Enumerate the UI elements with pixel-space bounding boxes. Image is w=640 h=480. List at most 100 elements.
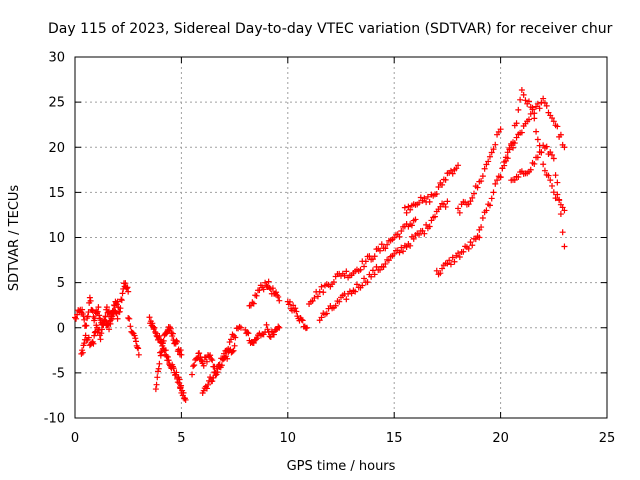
- data-point: [177, 347, 184, 354]
- data-point: [228, 336, 235, 343]
- data-point: [426, 223, 433, 230]
- data-point: [423, 221, 430, 228]
- data-point: [260, 286, 267, 293]
- data-point: [265, 278, 272, 285]
- data-point: [534, 136, 541, 143]
- data-point: [453, 165, 460, 172]
- data-point: [212, 369, 219, 376]
- data-point: [554, 179, 561, 186]
- data-point: [549, 182, 556, 189]
- data-point: [149, 320, 156, 327]
- data-point: [510, 144, 517, 151]
- data-point: [433, 190, 440, 197]
- data-point: [442, 176, 449, 183]
- data-point: [371, 253, 378, 260]
- data-point: [135, 351, 142, 358]
- data-point: [208, 355, 215, 362]
- data-point: [479, 215, 486, 222]
- data-point: [455, 250, 462, 257]
- data-point: [417, 194, 424, 201]
- data-point: [170, 365, 177, 372]
- data-point: [540, 95, 547, 102]
- data-point: [249, 299, 256, 306]
- data-point: [451, 258, 458, 265]
- data-point: [229, 331, 236, 338]
- data-point: [286, 298, 293, 305]
- data-point: [416, 231, 423, 238]
- data-point: [151, 324, 158, 331]
- data-point: [527, 166, 534, 173]
- data-point: [478, 178, 485, 185]
- data-point: [444, 198, 451, 205]
- data-point: [102, 313, 109, 320]
- data-point: [79, 349, 86, 356]
- data-point: [483, 161, 490, 168]
- data-point: [123, 285, 130, 292]
- data-point: [117, 305, 124, 312]
- data-point: [203, 385, 210, 392]
- data-point: [371, 271, 378, 278]
- data-point: [552, 195, 559, 202]
- data-point: [159, 342, 166, 349]
- data-point: [533, 128, 540, 135]
- data-point: [511, 140, 518, 147]
- data-point: [200, 362, 207, 369]
- data-point: [490, 189, 497, 196]
- data-point: [437, 203, 444, 210]
- data-point: [253, 335, 260, 342]
- data-point: [426, 198, 433, 205]
- data-point: [318, 283, 325, 290]
- data-point: [216, 363, 223, 370]
- data-point: [552, 172, 559, 179]
- data-point: [82, 332, 89, 339]
- data-point: [439, 265, 446, 272]
- data-point: [492, 180, 499, 187]
- data-point: [180, 389, 187, 396]
- data-point: [543, 143, 550, 150]
- data-point: [343, 296, 350, 303]
- data-point: [154, 368, 161, 375]
- data-point: [134, 344, 141, 351]
- data-point: [268, 328, 275, 335]
- data-point: [377, 247, 384, 254]
- data-point: [85, 334, 92, 341]
- data-point: [118, 297, 125, 304]
- data-point: [293, 308, 300, 315]
- data-point: [396, 233, 403, 240]
- data-point: [515, 106, 522, 113]
- data-point: [323, 310, 330, 317]
- data-point: [382, 260, 389, 267]
- data-point: [391, 250, 398, 257]
- data-point: [207, 352, 214, 359]
- data-point: [364, 279, 371, 286]
- data-point: [178, 382, 185, 389]
- data-point: [182, 396, 189, 403]
- data-point: [298, 316, 305, 323]
- data-point: [547, 177, 554, 184]
- data-point: [244, 329, 251, 336]
- data-point: [497, 174, 504, 181]
- data-point: [471, 190, 477, 197]
- data-point: [511, 176, 518, 183]
- data-point: [556, 196, 563, 203]
- grid-lines: [75, 57, 607, 418]
- data-point: [125, 314, 132, 321]
- data-point: [330, 279, 337, 286]
- data-point: [133, 338, 140, 345]
- data-point: [122, 280, 129, 287]
- data-point: [156, 360, 163, 367]
- data-point: [545, 172, 552, 179]
- data-point: [421, 230, 428, 237]
- data-point: [525, 98, 532, 105]
- data-point: [361, 263, 368, 270]
- data-point: [412, 216, 419, 223]
- data-point: [550, 118, 557, 125]
- y-tick-label: -10: [44, 412, 65, 427]
- data-point: [119, 290, 126, 297]
- data-point: [97, 336, 104, 343]
- data-point: [357, 266, 364, 273]
- data-point: [343, 268, 350, 275]
- data-point: [94, 308, 101, 315]
- data-point: [431, 213, 438, 220]
- data-point: [557, 211, 564, 218]
